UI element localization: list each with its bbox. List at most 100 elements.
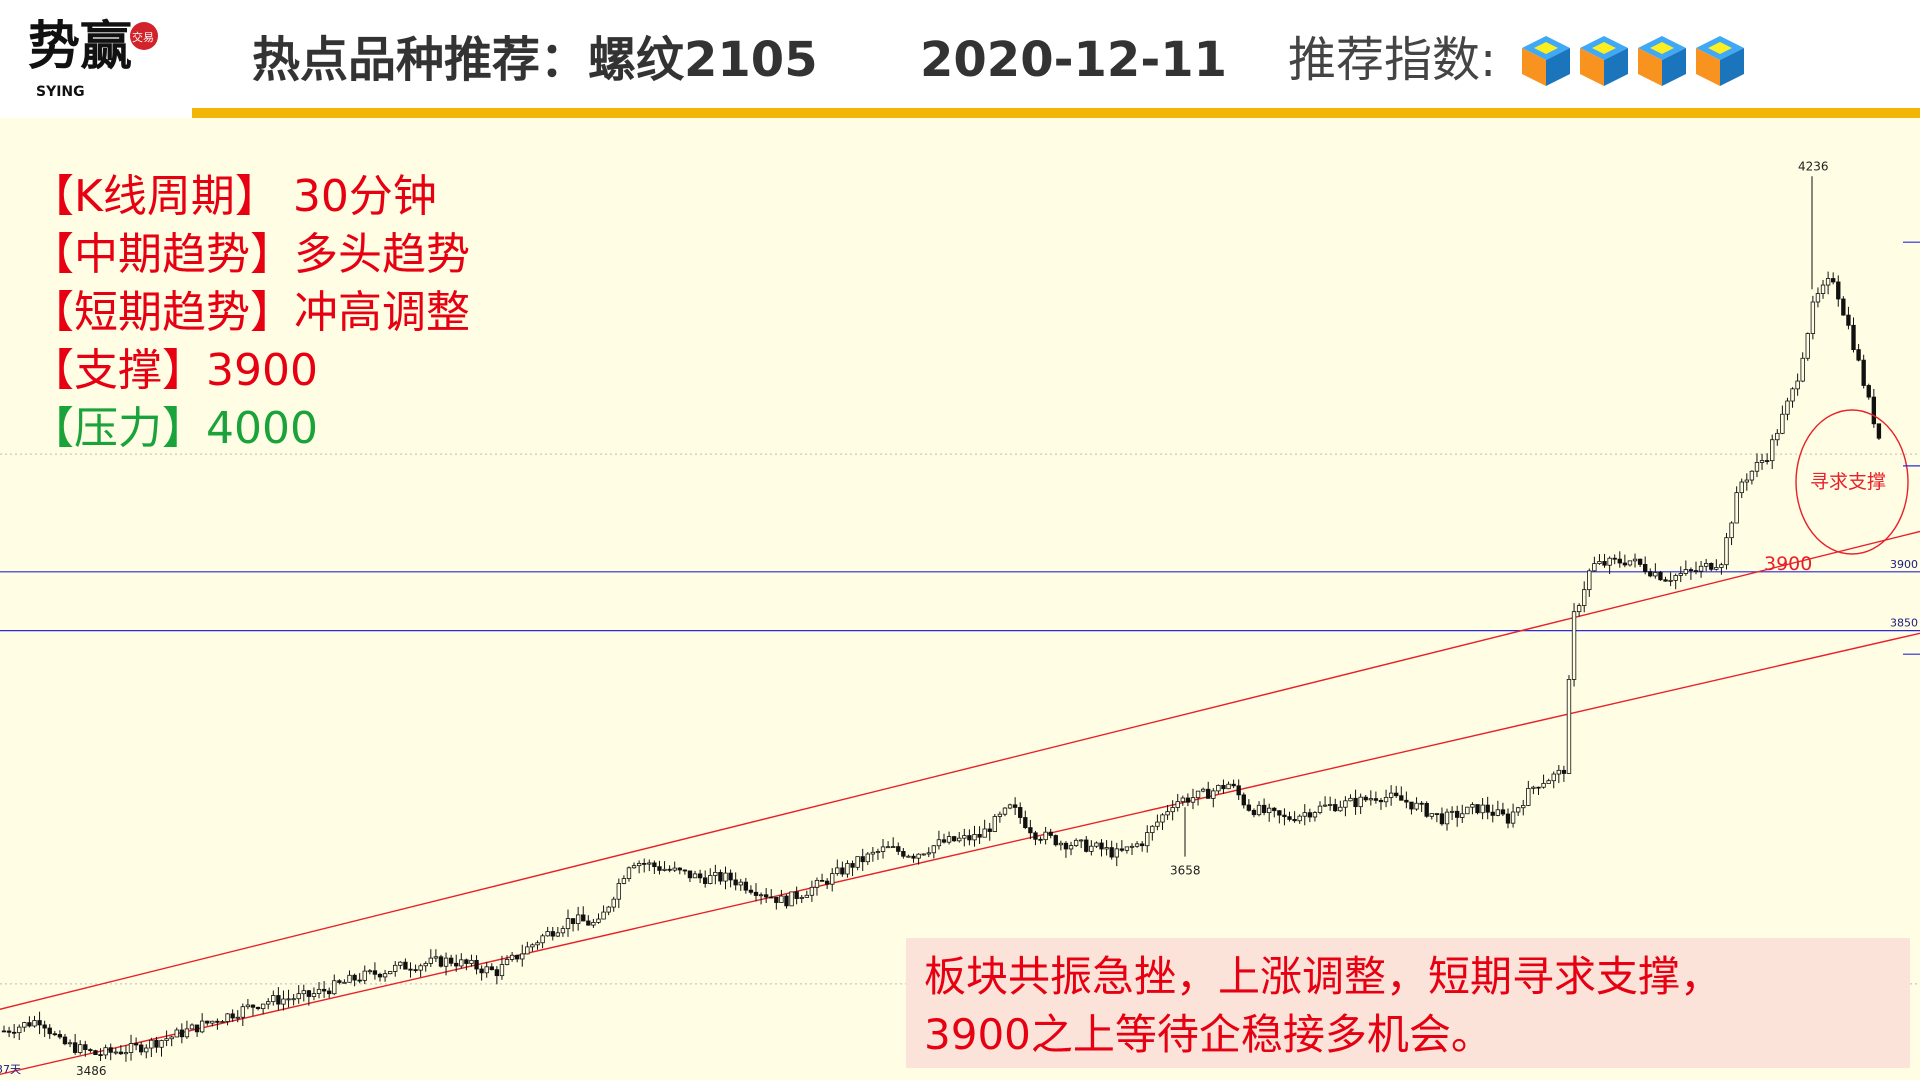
logo-text: 势赢 [28,16,132,77]
candle [301,984,306,1002]
candle-body [860,856,865,863]
candle-body [1536,786,1541,789]
candle-body [1500,809,1506,815]
candle [1526,780,1531,807]
candle-body [1444,811,1450,825]
candle [911,853,916,863]
candle [1790,387,1795,408]
candle-body [1658,572,1663,581]
candle [1683,560,1689,576]
candle [1200,787,1206,793]
candle [1170,800,1175,821]
candle [332,974,337,996]
candle-body [1587,570,1592,591]
candle [941,833,947,844]
candle [1475,804,1480,815]
candle-body [159,1040,164,1048]
candle-body [672,867,677,871]
candle [677,867,682,875]
candle [1073,838,1079,847]
candle [1444,808,1450,831]
candle-body [1333,804,1338,812]
candle [708,868,713,885]
candle [1160,813,1165,830]
candle-body [1846,314,1851,326]
rating-cube-icon [1580,36,1628,86]
candle [997,811,1003,823]
candle-body [1033,832,1038,840]
candle-body [1744,479,1749,483]
candle [1851,317,1856,353]
candle-body [743,881,749,891]
candle [1698,561,1704,578]
level-axis-label: 3850 [1890,617,1918,630]
candle [1053,834,1058,847]
candle-body [962,835,967,839]
candle [1419,801,1424,812]
candle [1480,797,1485,820]
candle-body [189,1024,195,1030]
candle [1627,560,1633,567]
candle-body [1373,798,1379,801]
candle [1795,373,1800,396]
candle [804,890,809,898]
candle [946,831,952,845]
candle-body [225,1013,230,1022]
candle [321,981,327,998]
candle-body [957,837,962,842]
chart-area: 4236 3486 3658 37天 寻求支撑 3900 3900 3850 [0,118,1920,1080]
candle-body [296,993,301,1000]
candle-body [93,1050,98,1056]
candle [1358,793,1363,815]
candle-body [1480,804,1485,814]
candle [682,869,688,875]
candle-body [804,894,809,898]
candle-body [1836,281,1841,300]
candle-body [885,846,891,849]
candle-body [1399,795,1404,801]
candle [611,896,616,912]
candle [1150,825,1155,841]
candle-body [1038,838,1043,841]
candle [515,954,520,963]
candle-body [428,957,433,964]
candle [774,896,779,910]
candle [276,987,281,1011]
candle-body [382,973,388,978]
candle-body [469,959,474,964]
candle-body [1495,809,1501,816]
candle-body [337,980,342,983]
candle [1785,397,1790,421]
candle-body [941,839,947,843]
candle-body [199,1020,205,1033]
candle [870,847,876,862]
candle [1490,804,1495,823]
candle [830,868,835,892]
candle-body [1805,333,1810,359]
candle [311,987,317,1001]
candle [291,994,296,1006]
candle-body [1460,813,1465,818]
candle-body [118,1051,124,1055]
candle-body [1576,605,1582,613]
logo-sub: SYING [36,84,85,100]
candle-body [565,918,571,930]
candle [27,1016,32,1028]
candle [367,969,373,975]
candle [413,964,418,973]
candle [733,872,738,891]
candle-body [713,871,718,876]
candle [1597,554,1602,565]
candle-body [835,867,840,874]
candle-body [1343,800,1348,808]
candle-body [454,962,459,967]
candle-body [723,872,728,882]
candle [433,949,439,962]
candle-body [1261,804,1267,814]
candle [327,987,332,999]
candle-body [403,961,408,970]
candle [154,1036,159,1053]
candle-body [220,1021,225,1023]
candle-body [367,970,373,973]
candle [951,835,957,842]
